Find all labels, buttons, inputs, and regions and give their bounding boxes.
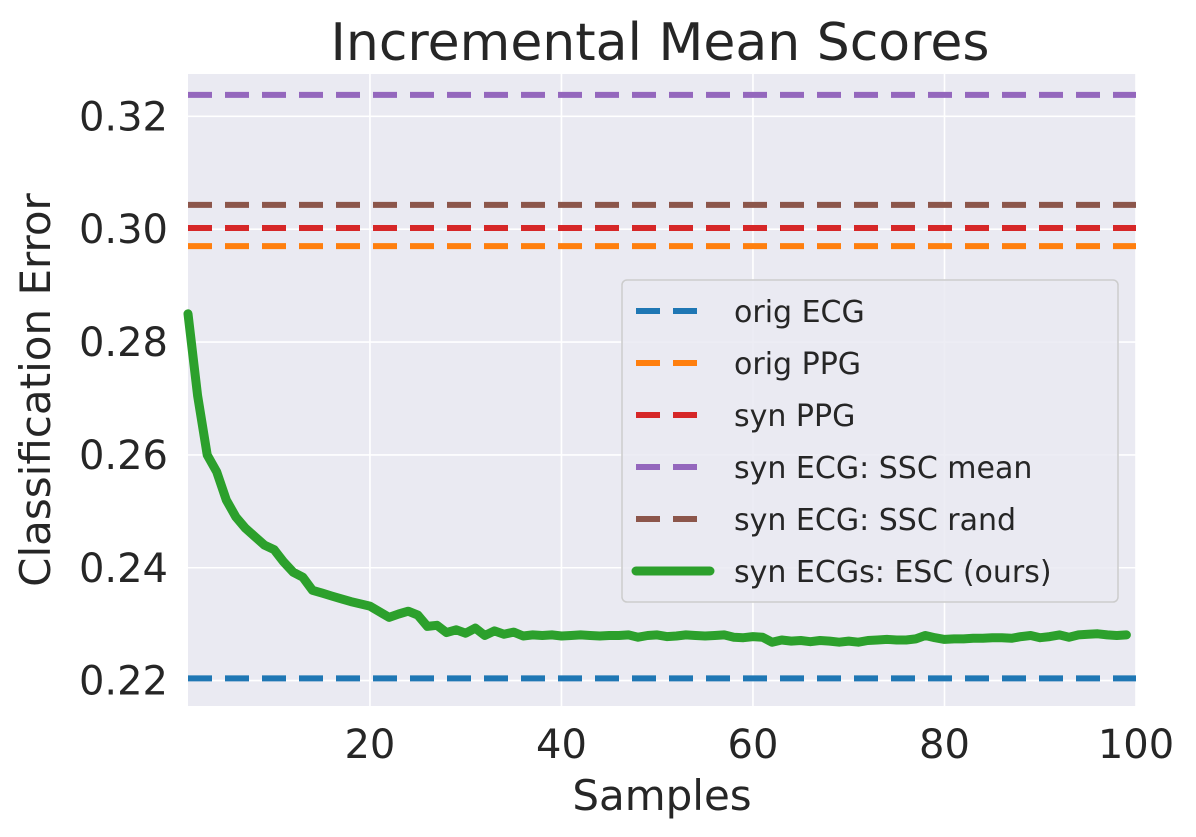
x-tick-label: 40 [536, 722, 587, 768]
x-tick-labels: 20 40 60 80 100 [344, 722, 1174, 768]
legend-label-orig-ppg: orig PPG [734, 347, 861, 382]
legend-label-syn-ecg-ssc-mean: syn ECG: SSC mean [734, 451, 1032, 486]
legend-label-orig-ecg: orig ECG [734, 295, 865, 330]
legend: orig ECG orig PPG syn PPG syn ECG: SSC mean… [621, 279, 1119, 603]
legend-box [621, 279, 1119, 603]
y-tick-label: 0.30 [79, 207, 168, 253]
legend-label-syn-ecgs-esc-ours: syn ECGs: ESC (ours) [734, 555, 1052, 590]
chart-title: Incremental Mean Scores [331, 13, 990, 73]
y-tick-labels: 0.22 0.24 0.26 0.28 0.30 0.32 [79, 94, 168, 704]
x-tick-label: 60 [728, 722, 779, 768]
y-tick-label: 0.28 [79, 320, 168, 366]
legend-label-syn-ppg: syn PPG [734, 399, 855, 434]
x-tick-label: 100 [1098, 722, 1174, 768]
x-tick-label: 20 [344, 722, 395, 768]
y-tick-label: 0.24 [79, 546, 168, 592]
y-tick-label: 0.32 [79, 94, 168, 140]
x-tick-label: 80 [919, 722, 970, 768]
series-line-syn-ecgs-esc-ours [183, 309, 1131, 647]
series-layer [183, 91, 1136, 682]
y-axis-label: Classification Error [11, 192, 60, 586]
y-tick-label: 0.26 [79, 433, 168, 479]
legend-label-syn-ecg-ssc-rand: syn ECG: SSC rand [734, 503, 1016, 538]
x-axis-label: Samples [572, 771, 751, 820]
y-tick-label: 0.22 [79, 659, 168, 705]
